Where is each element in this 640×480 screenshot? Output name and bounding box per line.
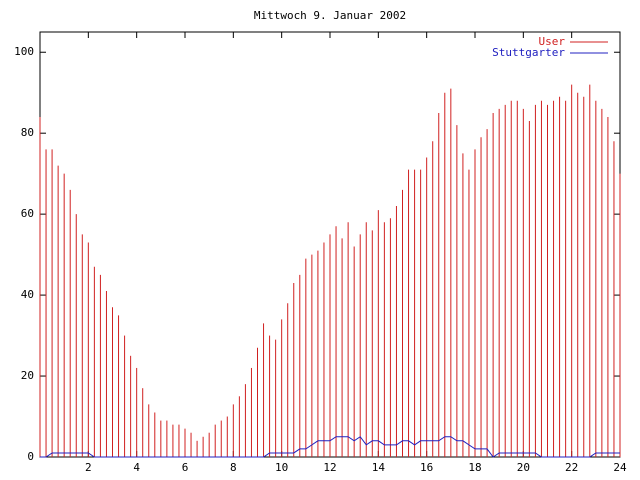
x-tick-label: 16	[420, 461, 433, 474]
chart-title: Mittwoch 9. Januar 2002	[254, 9, 406, 22]
x-tick-label: 6	[182, 461, 189, 474]
legend-label: User	[539, 35, 566, 48]
x-tick-label: 8	[230, 461, 237, 474]
x-tick-label: 10	[275, 461, 288, 474]
x-tick-label: 14	[372, 461, 386, 474]
x-tick-label: 4	[133, 461, 140, 474]
y-tick-label: 100	[14, 45, 34, 58]
y-tick-label: 0	[27, 450, 34, 463]
legend-label: Stuttgarter	[492, 46, 565, 59]
x-tick-label: 2	[85, 461, 92, 474]
x-tick-label: 24	[613, 461, 627, 474]
y-tick-label: 60	[21, 207, 34, 220]
x-tick-label: 12	[323, 461, 336, 474]
y-tick-label: 80	[21, 126, 34, 139]
x-tick-label: 18	[468, 461, 481, 474]
y-tick-label: 20	[21, 369, 34, 382]
x-tick-label: 22	[565, 461, 578, 474]
line	[40, 436, 620, 458]
y-tick-label: 40	[21, 288, 34, 301]
x-tick-label: 20	[517, 461, 530, 474]
